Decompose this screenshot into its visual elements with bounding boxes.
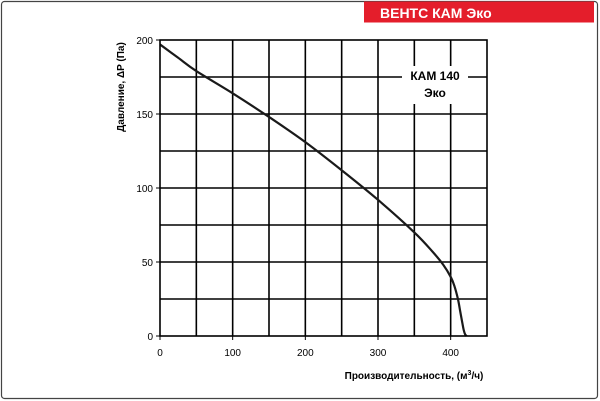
x-axis-ticks: 0 100 200 300 400 [157,336,459,359]
curve-annotation-variant: Эко [424,86,446,100]
curve-annotation-model: КАМ 140 [410,69,460,83]
x-tick-label: 400 [442,348,459,359]
brand-badge [364,1,594,23]
y-axis-ticks: 0 50 100 150 200 [136,36,160,343]
x-tick-label: 200 [297,348,314,359]
x-tick-label: 100 [224,348,241,359]
y-tick-label: 50 [142,258,154,269]
x-tick-label: 0 [157,348,163,359]
y-tick-label: 200 [136,36,153,47]
y-tick-label: 100 [136,184,153,195]
y-tick-label: 0 [147,332,153,343]
y-axis-title: Давление, ΔP (Па) [116,42,127,132]
chart-series [159,43,468,337]
curve-annotation-box [402,66,468,104]
brand-badge-text: ВЕНТС КАМ Эко [380,5,492,21]
x-tick-label: 300 [370,348,387,359]
performance-curve-line [159,43,468,337]
y-tick-label: 150 [136,110,153,121]
x-axis-title: Производительность, (м3/ч) [345,370,484,382]
